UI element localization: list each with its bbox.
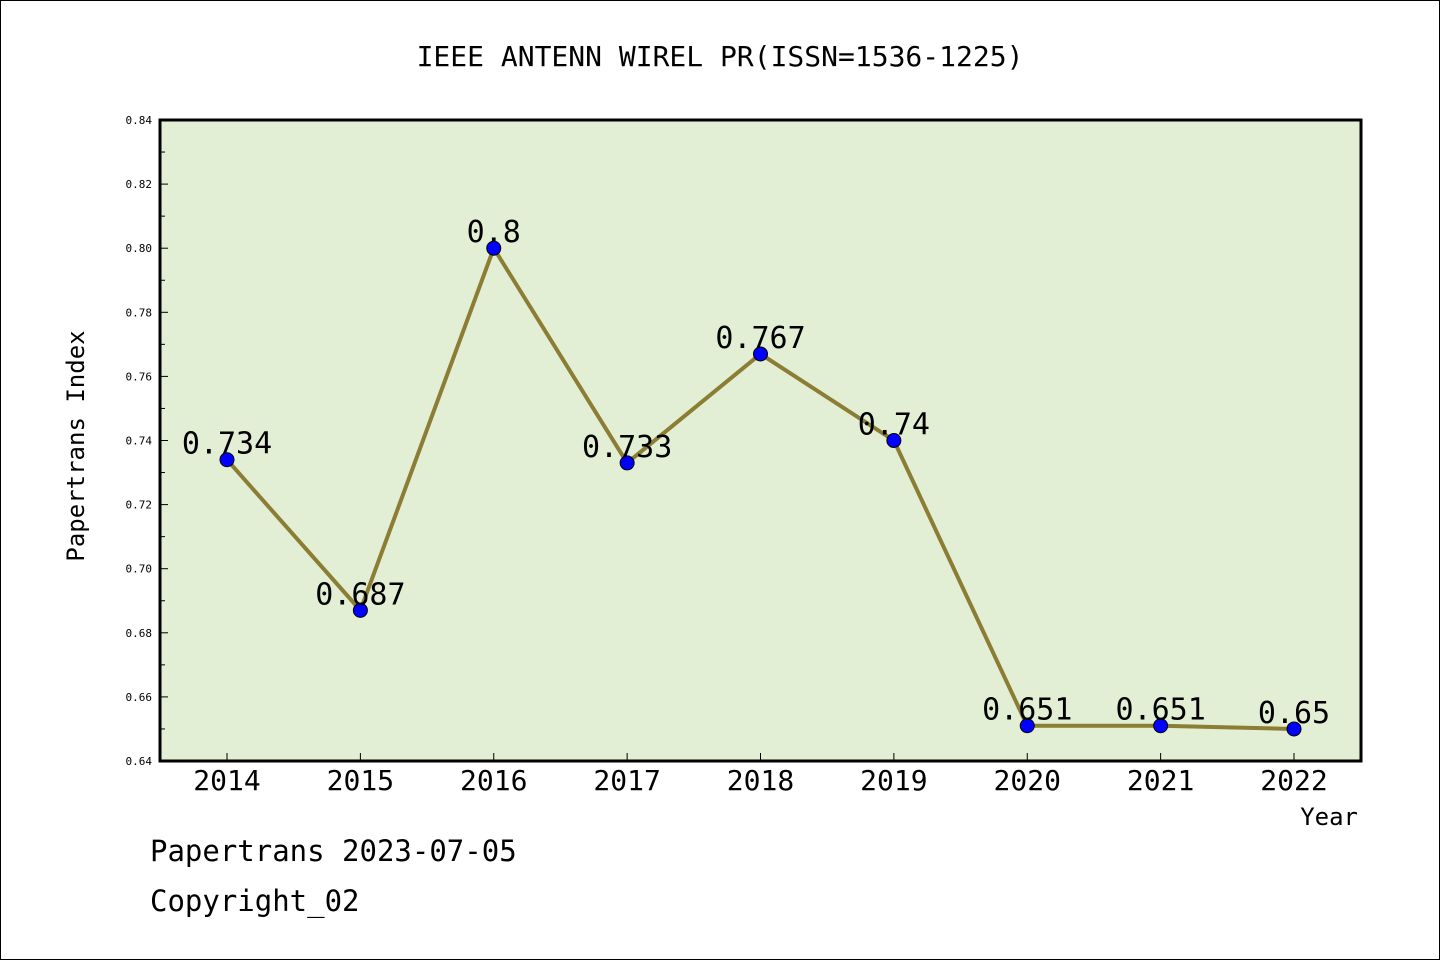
data-label: 0.651 — [1115, 693, 1205, 728]
x-tick-label: 2019 — [860, 764, 927, 797]
data-point — [1286, 721, 1302, 737]
x-tick-label: 2021 — [1127, 764, 1194, 797]
y-tick-label: 0.78 — [126, 306, 153, 319]
data-point — [619, 455, 635, 471]
data-label: 0.687 — [315, 577, 405, 612]
y-tick-label: 0.80 — [126, 242, 153, 255]
y-tick-label: 0.68 — [126, 627, 153, 640]
data-point — [486, 240, 502, 256]
data-label: 0.734 — [182, 427, 272, 462]
y-axis: 0.64 0.66 0.68 0.70 0.72 0.74 0.76 0.78 0.80 0.82… — [126, 114, 168, 768]
data-label: 0.65 — [1258, 696, 1330, 731]
data-label: 0.733 — [582, 430, 672, 465]
y-tick-label: 0.82 — [126, 178, 153, 191]
data-label: 0.8 — [467, 215, 521, 250]
chart-title: IEEE ANTENN WIREL PR(ISSN=1536-1225) — [417, 40, 1024, 73]
data-point — [219, 452, 235, 468]
data-point — [1019, 718, 1035, 734]
footer-date-label: Papertrans 2023-07-05 — [150, 834, 517, 868]
x-axis: 2014 2015 2016 2017 2018 2019 2020 2021 2022 — [193, 753, 1328, 797]
data-label: 0.651 — [982, 693, 1072, 728]
footer-copyright-label: Copyright_02 — [150, 884, 360, 918]
x-tick-label: 2017 — [593, 764, 660, 797]
x-tick-label: 2018 — [727, 764, 794, 797]
y-axis-label: Papertrans Index — [62, 330, 90, 561]
y-tick-label: 0.84 — [126, 114, 153, 127]
x-tick-label: 2015 — [327, 764, 394, 797]
series-group: 0.734 0.687 0.8 0.733 0.767 0.74 0.651 0.651 0.6… — [182, 215, 1330, 737]
data-point — [1153, 718, 1169, 734]
y-tick-label: 0.70 — [126, 563, 153, 576]
data-label: 0.767 — [715, 321, 805, 356]
x-tick-label: 2014 — [193, 764, 260, 797]
plot-area — [158, 118, 1363, 763]
x-tick-label: 2020 — [994, 764, 1061, 797]
data-point — [886, 433, 902, 448]
y-tick-label: 0.76 — [126, 370, 153, 383]
y-tick-label: 0.72 — [126, 499, 153, 512]
x-axis-label: Year — [1300, 803, 1358, 831]
x-tick-label: 2016 — [460, 764, 527, 797]
y-tick-label: 0.74 — [126, 435, 153, 448]
data-point — [352, 602, 368, 618]
x-tick-label: 2022 — [1260, 764, 1327, 797]
data-point — [753, 346, 768, 362]
y-tick-label: 0.64 — [126, 755, 153, 768]
data-label: 0.74 — [858, 408, 930, 443]
y-tick-label: 0.66 — [126, 691, 153, 704]
